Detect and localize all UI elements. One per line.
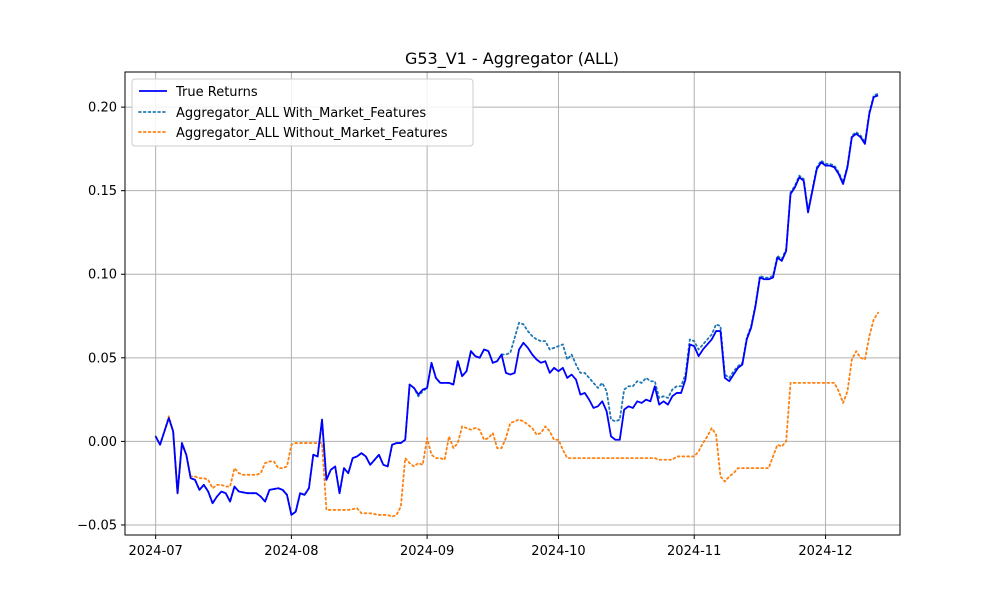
x-tick-label: 2024-10 <box>531 544 585 559</box>
tick-layer: 2024-07 2024-08 2024-09 2024-10 2024-11 2024-… <box>77 101 853 559</box>
plot-frame <box>124 71 901 536</box>
legend-label-with-market-features: Aggregator_ALL With_Market_Features <box>176 106 426 121</box>
y-tick-label: 0.20 <box>88 101 117 116</box>
x-tick-label: 2024-11 <box>667 544 721 559</box>
series-layer <box>154 92 880 518</box>
legend: True Returns Aggregator_ALL With_Market_… <box>131 78 474 147</box>
legend-label-without-market-features: Aggregator_ALL Without_Market_Features <box>176 126 448 141</box>
y-tick-label: 0.10 <box>88 268 117 283</box>
grid-layer <box>125 72 900 535</box>
x-tick-label: 2024-12 <box>798 544 852 559</box>
x-tick-label: 2024-08 <box>264 544 318 559</box>
y-tick-label: 0.00 <box>88 435 117 450</box>
y-tick-label: 0.05 <box>88 351 117 366</box>
x-tick-label: 2024-09 <box>400 544 454 559</box>
chart-title: G53_V1 - Aggregator (ALL) <box>405 49 619 69</box>
y-tick-label: −0.05 <box>77 518 117 533</box>
legend-box <box>131 78 474 147</box>
series-line-true-returns <box>154 94 879 516</box>
x-tick-label: 2024-07 <box>128 544 182 559</box>
y-tick-label: 0.15 <box>88 184 117 199</box>
series-line-without-market-features <box>154 311 880 518</box>
legend-label-true-returns: True Returns <box>175 85 258 100</box>
